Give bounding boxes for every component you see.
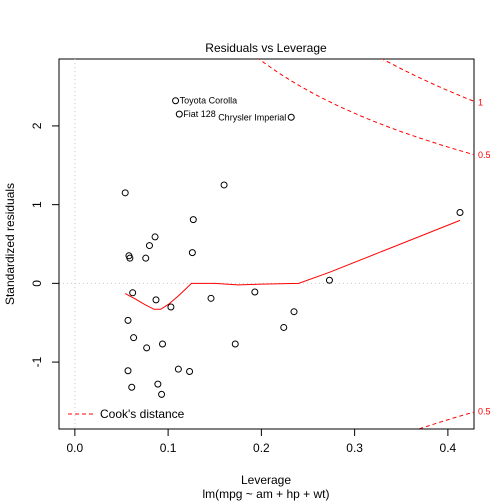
data-point bbox=[130, 334, 138, 342]
cook-contour-label: 1 bbox=[478, 97, 483, 107]
y-tick-label: -1 bbox=[30, 356, 44, 367]
data-point bbox=[154, 380, 162, 388]
smooth-line bbox=[124, 219, 461, 310]
data-point bbox=[189, 216, 197, 224]
x-axis-sublabel: lm(mpg ~ am + hp + wt) bbox=[202, 487, 329, 501]
labeled-data-point bbox=[175, 110, 183, 118]
cook-contour-label: 0.5 bbox=[478, 150, 491, 160]
data-point bbox=[188, 249, 196, 257]
data-point bbox=[456, 209, 464, 217]
x-tick-label: 0.3 bbox=[346, 441, 363, 455]
x-axis-label: Leverage bbox=[241, 473, 291, 487]
point-label: Toyota Corolla bbox=[180, 96, 238, 106]
labeled-data-point bbox=[172, 97, 180, 105]
data-point bbox=[151, 233, 159, 241]
y-axis-label: Standardized residuals bbox=[3, 183, 17, 305]
data-point bbox=[129, 289, 137, 297]
data-point bbox=[124, 367, 132, 375]
point-label: Fiat 128 bbox=[183, 109, 216, 119]
data-point bbox=[142, 254, 150, 262]
data-point bbox=[220, 181, 228, 189]
cook-contour bbox=[258, 59, 474, 156]
data-point bbox=[167, 303, 175, 311]
data-point bbox=[186, 368, 194, 376]
data-point bbox=[126, 254, 134, 262]
legend-label: Cook's distance bbox=[100, 407, 185, 421]
x-tick-label: 0.2 bbox=[253, 441, 270, 455]
data-point bbox=[231, 340, 239, 348]
x-tick-label: 0.1 bbox=[160, 441, 177, 455]
cook-contour-label: 0.5 bbox=[478, 407, 491, 417]
data-point bbox=[121, 189, 129, 197]
chart-title: Residuals vs Leverage bbox=[205, 41, 327, 55]
data-point bbox=[325, 276, 333, 284]
data-point bbox=[251, 288, 259, 296]
legend: Cook's distance bbox=[68, 407, 185, 421]
data-point bbox=[280, 323, 288, 331]
data-point bbox=[124, 316, 132, 324]
data-point bbox=[128, 383, 136, 391]
x-tick-label: 0.4 bbox=[440, 441, 457, 455]
labeled-data-point bbox=[287, 113, 295, 121]
data-point bbox=[159, 340, 167, 348]
y-tick-label: 0 bbox=[30, 280, 44, 287]
data-point bbox=[152, 296, 160, 304]
data-point bbox=[207, 294, 215, 302]
data-point bbox=[290, 308, 298, 316]
point-label: Chrysler Imperial bbox=[218, 112, 286, 122]
data-point bbox=[143, 344, 151, 352]
cook-contour bbox=[381, 59, 474, 102]
data-point bbox=[145, 242, 153, 250]
x-tick-label: 0.0 bbox=[67, 441, 84, 455]
y-tick-label: 2 bbox=[30, 122, 44, 129]
data-point bbox=[174, 365, 182, 373]
y-tick-label: 1 bbox=[30, 201, 44, 208]
data-point bbox=[158, 390, 166, 398]
